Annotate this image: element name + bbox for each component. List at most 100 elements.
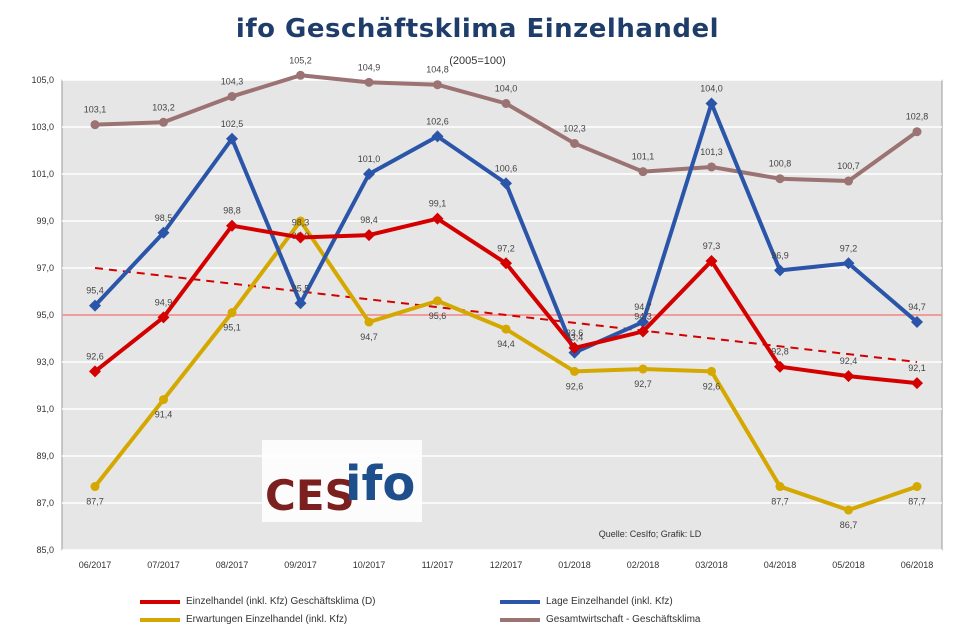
data-label-erwartungen: 94,4 bbox=[497, 339, 515, 349]
data-label-einzelhandel: 97,3 bbox=[703, 241, 721, 251]
data-point-erwartungen bbox=[433, 296, 442, 306]
data-point-lage bbox=[363, 168, 375, 180]
x-tick-label: 02/2018 bbox=[627, 560, 660, 570]
data-label-lage: 96,9 bbox=[771, 250, 789, 260]
data-label-einzelhandel: 98,4 bbox=[360, 215, 378, 225]
x-tick-label: 06/2018 bbox=[901, 560, 934, 570]
data-label-lage: 98,5 bbox=[155, 213, 173, 223]
data-label-gesamtwirtschaft: 100,8 bbox=[769, 159, 792, 169]
data-point-erwartungen bbox=[227, 308, 237, 318]
data-label-lage: 94,7 bbox=[908, 302, 926, 312]
data-point-gesamtwirtschaft bbox=[570, 138, 579, 148]
data-label-erwartungen: 87,7 bbox=[771, 497, 789, 507]
legend-swatch-gesamtwirtschaft bbox=[500, 617, 540, 622]
x-tick-label: 10/2017 bbox=[353, 560, 386, 570]
data-label-erwartungen: 87,7 bbox=[86, 497, 104, 507]
data-label-lage: 95,5 bbox=[292, 283, 310, 293]
data-point-einzelhandel bbox=[842, 370, 855, 383]
data-point-einzelhandel bbox=[363, 229, 375, 242]
data-point-erwartungen bbox=[775, 482, 785, 492]
data-label-lage: 100,6 bbox=[495, 163, 518, 173]
data-point-einzelhandel bbox=[431, 212, 444, 225]
data-point-gesamtwirtschaft bbox=[159, 117, 168, 127]
logo-ifo: ifo bbox=[345, 456, 415, 512]
data-label-lage: 102,5 bbox=[221, 119, 244, 129]
data-point-erwartungen bbox=[912, 482, 922, 492]
data-point-lage bbox=[89, 299, 101, 312]
data-label-lage: 93,4 bbox=[566, 333, 584, 343]
data-point-erwartungen bbox=[570, 366, 579, 376]
data-point-erwartungen bbox=[707, 366, 716, 376]
data-label-lage: 104,0 bbox=[700, 84, 723, 94]
data-point-erwartungen bbox=[638, 364, 648, 374]
data-point-gesamtwirtschaft bbox=[844, 176, 853, 186]
data-label-lage: 102,6 bbox=[426, 116, 449, 126]
legend-item-einzelhandel: Einzelhandel (inkl. Kfz) Geschäftsklima … bbox=[140, 596, 376, 607]
data-point-einzelhandel bbox=[774, 360, 786, 373]
legend-swatch-lage bbox=[500, 599, 540, 604]
data-label-gesamtwirtschaft: 101,1 bbox=[632, 152, 655, 162]
y-tick-label: 103,0 bbox=[31, 122, 54, 132]
data-point-einzelhandel bbox=[500, 257, 512, 270]
data-point-einzelhandel bbox=[637, 325, 649, 338]
data-point-gesamtwirtschaft bbox=[296, 70, 305, 80]
data-point-erwartungen bbox=[296, 216, 305, 226]
data-label-gesamtwirtschaft: 104,3 bbox=[221, 76, 244, 86]
data-point-einzelhandel bbox=[89, 365, 101, 378]
source-note: Quelle: CesIfo; Grafik: LD bbox=[599, 529, 702, 539]
legend-item-erwartungen: Erwartungen Einzelhandel (inkl. Kfz) bbox=[140, 614, 347, 625]
x-tick-label: 06/2017 bbox=[79, 560, 112, 570]
data-label-lage: 101,0 bbox=[358, 154, 381, 164]
data-point-erwartungen bbox=[90, 482, 100, 492]
data-point-gesamtwirtschaft bbox=[912, 127, 922, 137]
data-point-einzelhandel bbox=[294, 231, 307, 244]
data-label-gesamtwirtschaft: 100,7 bbox=[837, 161, 860, 171]
y-tick-label: 91,0 bbox=[36, 404, 54, 414]
data-point-gesamtwirtschaft bbox=[638, 167, 648, 177]
data-label-gesamtwirtschaft: 104,9 bbox=[358, 62, 381, 72]
data-label-einzelhandel: 92,8 bbox=[771, 347, 789, 357]
data-label-lage: 95,4 bbox=[86, 286, 104, 296]
legend-item-gesamtwirtschaft: Gesamtwirtschaft - Geschäftsklima bbox=[500, 614, 700, 625]
legend-label-lage: Lage Einzelhandel (inkl. Kfz) bbox=[546, 596, 673, 607]
logo-ces: CES bbox=[265, 471, 355, 520]
data-label-einzelhandel: 92,4 bbox=[840, 356, 858, 366]
x-tick-label: 11/2017 bbox=[422, 560, 454, 570]
data-label-erwartungen: 92,6 bbox=[703, 381, 721, 391]
logo-background bbox=[262, 440, 422, 522]
legend-label-einzelhandel: Einzelhandel (inkl. Kfz) Geschäftsklima … bbox=[186, 596, 376, 607]
legend-item-lage: Lage Einzelhandel (inkl. Kfz) bbox=[500, 596, 673, 607]
data-point-gesamtwirtschaft bbox=[227, 91, 237, 101]
data-point-lage bbox=[842, 257, 855, 270]
x-tick-label: 07/2017 bbox=[147, 560, 180, 570]
data-label-einzelhandel: 93,6 bbox=[566, 328, 584, 338]
y-tick-label: 89,0 bbox=[36, 451, 54, 461]
data-point-lage bbox=[226, 132, 238, 145]
chart-subtitle: (2005=100) bbox=[449, 55, 506, 67]
trend-line bbox=[94, 267, 918, 363]
data-point-lage bbox=[431, 130, 444, 143]
x-tick-label: 09/2017 bbox=[284, 560, 317, 570]
data-label-erwartungen: 92,7 bbox=[634, 379, 652, 389]
data-point-lage bbox=[500, 177, 512, 190]
data-point-lage bbox=[294, 297, 307, 310]
data-point-gesamtwirtschaft bbox=[433, 80, 442, 90]
data-label-gesamtwirtschaft: 103,1 bbox=[84, 105, 107, 115]
data-label-erwartungen: 94,7 bbox=[360, 332, 378, 342]
y-tick-label: 87,0 bbox=[36, 498, 54, 508]
data-label-erwartungen: 91,4 bbox=[155, 410, 173, 420]
data-point-erwartungen bbox=[364, 317, 374, 327]
data-point-lage bbox=[774, 264, 786, 277]
chart-title: ifo Geschäftsklima Einzelhandel bbox=[235, 14, 720, 44]
data-point-gesamtwirtschaft bbox=[501, 99, 511, 108]
data-label-lage: 94,7 bbox=[634, 302, 652, 312]
data-point-einzelhandel bbox=[226, 219, 238, 232]
x-tick-label: 04/2018 bbox=[764, 560, 797, 570]
data-label-einzelhandel: 94,9 bbox=[155, 297, 173, 307]
y-tick-label: 93,0 bbox=[36, 357, 54, 367]
x-tick-label: 12/2017 bbox=[490, 560, 523, 570]
data-label-erwartungen: 95,1 bbox=[223, 323, 241, 333]
data-point-lage bbox=[637, 316, 649, 329]
data-point-einzelhandel bbox=[568, 341, 581, 354]
